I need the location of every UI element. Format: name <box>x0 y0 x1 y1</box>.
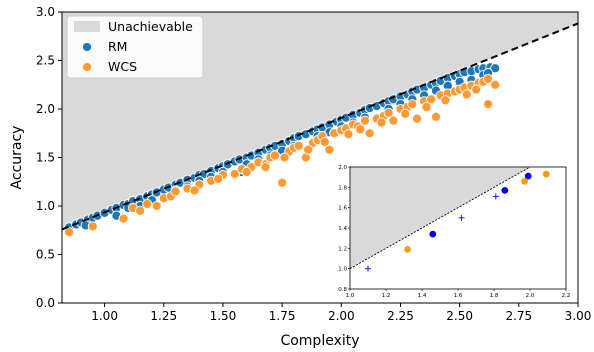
x-axis-title: Complexity <box>280 333 359 349</box>
inset-point-circle <box>542 170 550 178</box>
y-tick-label: 0.0 <box>36 296 55 310</box>
point-wcs <box>421 102 432 113</box>
point-wcs <box>461 89 472 100</box>
point-wcs <box>269 150 281 161</box>
inset-series-1 <box>429 172 532 238</box>
point-wcs <box>324 144 335 155</box>
inset-unachievable-region <box>350 167 566 269</box>
point-wcs <box>189 185 200 196</box>
inset-point-plus <box>492 193 499 200</box>
point-wcs <box>293 140 304 151</box>
legend-label-wcs: WCS <box>108 59 137 74</box>
point-wcs <box>170 186 181 197</box>
point-wcs <box>343 129 354 140</box>
y-tick-label: 2.5 <box>36 54 55 68</box>
x-tick-label: 1.00 <box>91 309 118 323</box>
inset-y-tick-label: 1.8 <box>338 185 347 191</box>
x-tick-label: 2.25 <box>387 309 414 323</box>
point-wcs <box>383 107 394 118</box>
point-wcs <box>471 84 482 95</box>
inset-point-circle <box>521 177 528 185</box>
inset-point-circle <box>501 186 509 194</box>
y-tick-label: 2.0 <box>36 102 55 116</box>
y-tick-label: 1.5 <box>36 151 55 165</box>
point-wcs <box>279 152 290 163</box>
point-wcs <box>400 108 411 119</box>
inset-point-circle <box>404 245 411 253</box>
point-wcs <box>64 227 75 238</box>
y-tick-label: 0.5 <box>36 248 55 262</box>
point-wcs <box>303 144 314 155</box>
x-tick-label: 1.25 <box>150 309 177 323</box>
point-wcs <box>359 115 371 126</box>
point-wcs <box>355 124 366 135</box>
inset-x-tick-label: 2.2 <box>562 293 571 299</box>
inset-x-tick-label: 1.2 <box>382 293 391 299</box>
point-wcs <box>118 213 129 224</box>
y-tick-label: 1.0 <box>36 199 55 213</box>
x-tick-label: 1.75 <box>269 309 296 323</box>
point-wcs <box>430 111 442 122</box>
inset-series-2 <box>404 170 550 253</box>
point-wcs <box>483 73 494 84</box>
inset-x-tick-label: 1.4 <box>418 293 427 299</box>
x-tick-label: 2.50 <box>446 309 473 323</box>
y-axis-title: Accuracy <box>9 126 25 190</box>
inset-y-tick-label: 1.4 <box>338 226 347 232</box>
point-wcs <box>213 173 224 184</box>
point-wcs <box>260 162 271 173</box>
inset-point-plus <box>365 265 371 272</box>
point-wcs <box>229 168 240 180</box>
inset-y-tick-label: 2.0 <box>338 165 347 171</box>
legend-label-rm: RM <box>108 39 127 54</box>
point-wcs <box>440 95 451 106</box>
point-wcs <box>135 205 146 216</box>
legend-swatch-unachievable <box>74 21 100 32</box>
point-wcs <box>241 166 252 178</box>
bound-line <box>62 22 578 231</box>
point-wcs <box>483 99 494 110</box>
inset-y-tick-label: 1.2 <box>338 246 347 252</box>
point-wcs <box>364 128 375 139</box>
point-wcs <box>87 221 98 232</box>
inset-point-circle <box>429 230 437 238</box>
y-tick-label: 3.0 <box>36 5 55 19</box>
inset-point-circle <box>524 172 532 180</box>
x-tick-label: 2.00 <box>328 309 355 323</box>
point-wcs <box>426 94 437 105</box>
point-wcs <box>376 117 387 128</box>
point-wcs <box>319 136 330 148</box>
x-tick-label: 1.50 <box>210 309 237 323</box>
point-wcs <box>277 177 288 188</box>
inset-point-plus <box>458 214 465 221</box>
inset-y-tick-label: 0.8 <box>338 287 347 293</box>
inset-x-tick-label: 1.6 <box>454 293 463 299</box>
x-tick-label: 2.75 <box>505 309 532 323</box>
point-wcs <box>490 79 501 90</box>
point-wcs <box>388 115 399 126</box>
inset-y-tick-label: 1.6 <box>338 206 347 212</box>
inset-x-tick-label: 1.8 <box>490 293 499 299</box>
legend-box <box>66 15 204 79</box>
point-wcs <box>142 199 153 210</box>
point-wcs <box>407 99 418 110</box>
inset-y-tick-label: 1.0 <box>338 267 347 273</box>
inset-x-tick-label: 1.0 <box>346 293 355 299</box>
legend-marker-rm <box>81 41 93 53</box>
point-rm <box>490 63 501 74</box>
legend-marker-wcs <box>81 61 93 73</box>
legend-label-unachievable: Unachievable <box>108 19 193 34</box>
series-wcs <box>64 73 501 238</box>
inset-series-0 <box>365 193 499 272</box>
inset-x-tick-label: 2.0 <box>526 293 535 299</box>
point-wcs <box>411 113 423 124</box>
x-tick-label: 3.00 <box>565 309 592 323</box>
point-wcs <box>151 200 162 212</box>
